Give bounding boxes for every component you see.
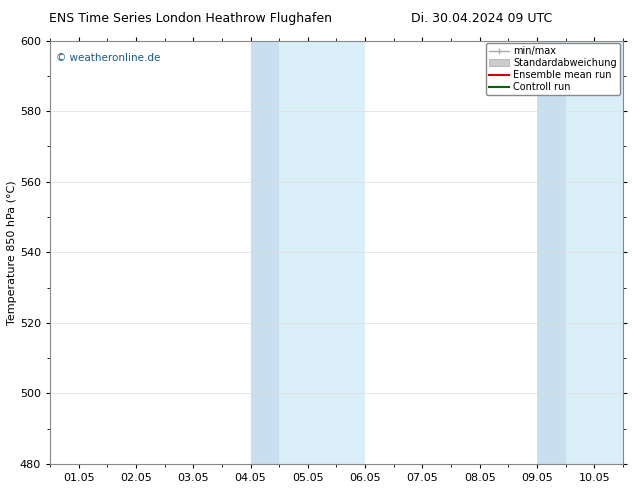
Bar bbox=[279, 41, 365, 464]
Text: Di. 30.04.2024 09 UTC: Di. 30.04.2024 09 UTC bbox=[411, 12, 552, 25]
Bar bbox=[250, 41, 279, 464]
Y-axis label: Temperature 850 hPa (°C): Temperature 850 hPa (°C) bbox=[7, 180, 17, 324]
Text: ENS Time Series London Heathrow Flughafen: ENS Time Series London Heathrow Flughafe… bbox=[49, 12, 332, 25]
Bar bbox=[566, 41, 623, 464]
Text: © weatheronline.de: © weatheronline.de bbox=[56, 53, 160, 63]
Bar bbox=[537, 41, 566, 464]
Legend: min/max, Standardabweichung, Ensemble mean run, Controll run: min/max, Standardabweichung, Ensemble me… bbox=[486, 44, 620, 95]
